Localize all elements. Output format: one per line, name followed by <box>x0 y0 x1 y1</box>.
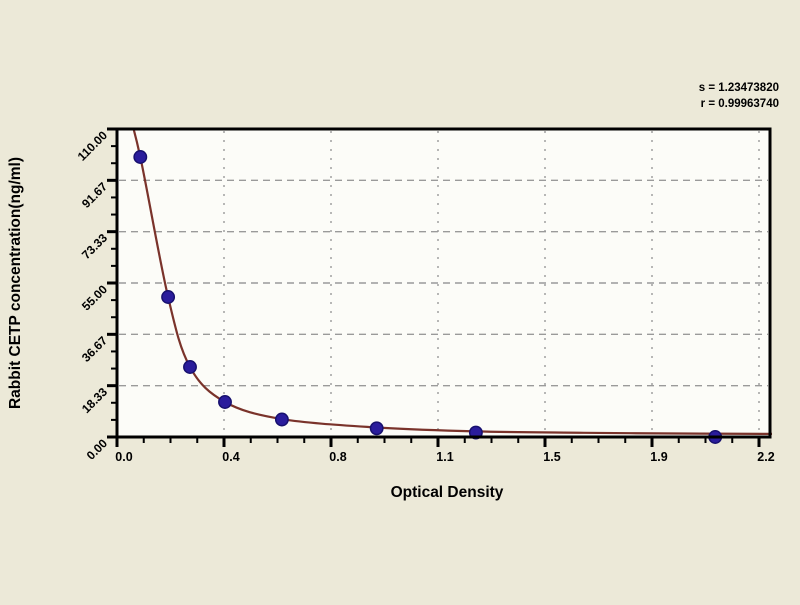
x-axis-title: Optical Density <box>391 484 504 501</box>
data-point <box>183 360 197 374</box>
y-tick-label: 55.00 <box>79 282 110 313</box>
plot-border <box>115 127 772 439</box>
y-tick-label: 73.33 <box>79 231 110 262</box>
y-axis-title: Rabbit CETP concentration(ng/ml) <box>7 157 24 409</box>
y-tick-label: 91.67 <box>79 179 110 210</box>
data-point <box>369 421 384 436</box>
fit-curve <box>132 129 772 435</box>
x-tick-label: 2.2 <box>757 450 774 464</box>
y-tick-label: 36.67 <box>79 333 110 364</box>
x-tick-label: 0.4 <box>222 450 239 464</box>
data-point <box>161 290 176 304</box>
stat-r-value: r = 0.99963740 <box>701 98 779 110</box>
stat-s-value: s = 1.23473820 <box>699 82 779 94</box>
data-point <box>218 395 232 409</box>
data-point <box>133 150 148 164</box>
y-tick-label: 110.00 <box>75 128 111 164</box>
data-point <box>274 412 289 427</box>
x-tick-label: 1.5 <box>543 450 560 464</box>
x-tick-label: 0.8 <box>329 450 346 464</box>
x-tick-label: 0.0 <box>115 450 132 464</box>
y-tick-label: 18.33 <box>79 385 110 416</box>
x-tick-label: 1.1 <box>436 450 453 464</box>
y-tick-label: 0.00 <box>84 436 111 463</box>
x-tick-label: 1.9 <box>650 450 667 464</box>
plot-layer: 0.0 0.4 0.8 1.1 1.5 1.9 2.2 110.00 91.67 73.33 55.… <box>75 127 775 464</box>
